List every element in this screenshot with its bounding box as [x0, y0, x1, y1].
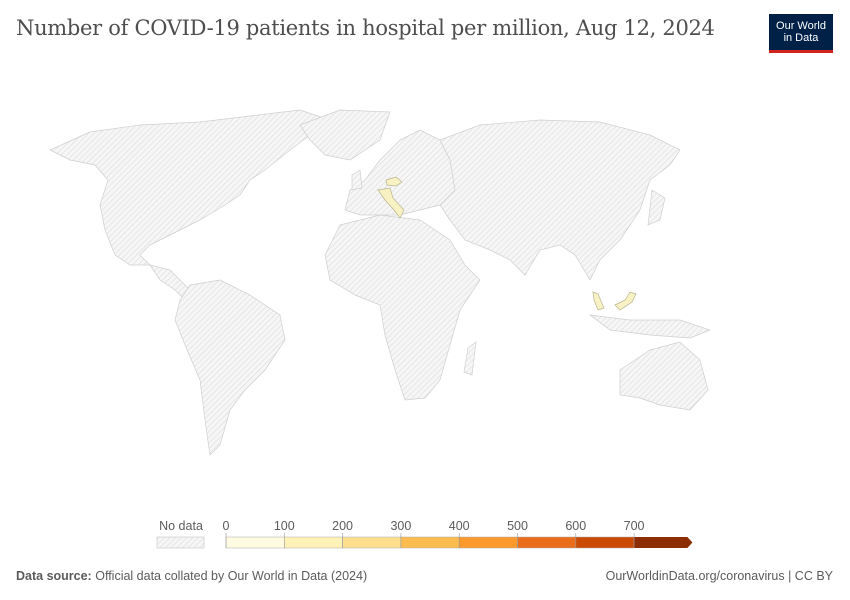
asia[interactable]	[439, 119, 681, 281]
japan[interactable]	[647, 189, 666, 226]
legend-bin[interactable]	[225, 536, 285, 549]
legend-bin[interactable]	[400, 536, 460, 549]
source-link[interactable]: OurWorldinData.org/coronavirus | CC BY	[605, 569, 833, 583]
world-map	[49, 109, 712, 456]
legend-tick-label: 200	[332, 519, 353, 533]
indonesia-png[interactable]	[588, 314, 712, 339]
legend-tick-label: 400	[449, 519, 470, 533]
data-source: Data source: Official data collated by O…	[16, 569, 367, 583]
uk[interactable]	[351, 169, 363, 191]
logo-line-2: in Data	[783, 32, 819, 44]
legend-tick-label: 700	[624, 519, 645, 533]
legend-tick-label: 600	[565, 519, 586, 533]
legend-tick-label: 300	[390, 519, 411, 533]
legend-bin[interactable]	[458, 536, 518, 549]
legend-no-data-label: No data	[159, 519, 203, 533]
legend-tick-label: 0	[223, 519, 230, 533]
legend-no-data-swatch	[156, 536, 205, 549]
greenland[interactable]	[299, 109, 391, 161]
source-label: Data source:	[16, 569, 92, 583]
country-malaysia-borneo[interactable]	[614, 291, 637, 311]
country-malaysia-peninsula[interactable]	[592, 291, 605, 311]
madagascar[interactable]	[463, 341, 477, 376]
south-america[interactable]	[174, 279, 286, 456]
country-italy[interactable]	[377, 187, 405, 219]
legend-bin[interactable]	[284, 536, 343, 549]
north-america[interactable]	[49, 109, 331, 266]
legend-tick-label: 100	[274, 519, 295, 533]
owid-logo[interactable]: Our World in Data	[769, 14, 833, 53]
legend-tick-label: 500	[507, 519, 528, 533]
legend-bin[interactable]	[634, 537, 693, 548]
source-text: Official data collated by Our World in D…	[95, 569, 368, 583]
africa[interactable]	[324, 214, 481, 401]
legend-bin[interactable]	[575, 536, 635, 549]
logo-line-1: Our World	[776, 20, 826, 32]
legend-bin[interactable]	[342, 536, 402, 549]
chart-title: Number of COVID-19 patients in hospital …	[16, 16, 715, 40]
country-czechia[interactable]	[385, 176, 403, 187]
australia[interactable]	[619, 341, 709, 411]
legend-bin[interactable]	[517, 536, 577, 549]
